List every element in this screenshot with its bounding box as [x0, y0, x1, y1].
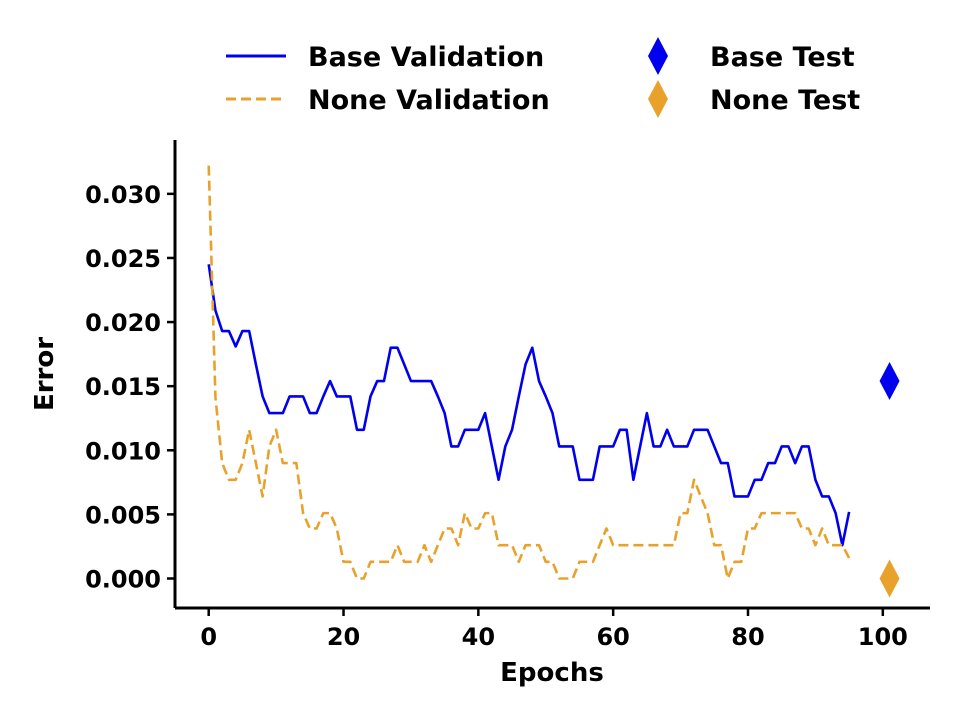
x-tick-label: 40: [462, 623, 495, 651]
y-tick-label: 0.005: [85, 501, 161, 529]
none-validation-line: [207, 165, 851, 580]
x-axis-title: Epochs: [500, 658, 604, 688]
plot-area: [207, 165, 900, 598]
legend-none-validation-label: None Validation: [308, 85, 550, 116]
x-tick-label: 20: [327, 623, 360, 651]
y-tick-label: 0.010: [85, 437, 161, 465]
y-tick-label: 0.025: [85, 245, 161, 273]
y-axis-title: Error: [30, 337, 60, 411]
y-tick-label: 0.030: [85, 181, 161, 209]
none-test-marker: [879, 559, 900, 598]
axes: 0 20 40 60 80 100 0.000 0.005 0.010 0.015 0.020 0.0…: [85, 140, 930, 651]
base-test-marker: [879, 362, 900, 401]
legend-base-validation-label: Base Validation: [308, 42, 544, 73]
base-validation-line: [207, 264, 851, 547]
x-tick-label: 0: [200, 623, 217, 651]
y-tick-label: 0.000: [85, 566, 161, 594]
x-tick-label: 60: [596, 623, 629, 651]
y-tick-label: 0.020: [85, 309, 161, 337]
legend-none-test-label: None Test: [710, 85, 860, 116]
legend-none-test-marker: [648, 80, 668, 118]
x-tick-label: 100: [858, 623, 908, 651]
x-tick-label: 80: [731, 623, 764, 651]
legend: Base Validation None Validation Base Test N…: [226, 37, 860, 118]
y-tick-label: 0.015: [85, 373, 161, 401]
legend-base-test-marker: [648, 37, 668, 75]
legend-base-test-label: Base Test: [710, 42, 855, 73]
